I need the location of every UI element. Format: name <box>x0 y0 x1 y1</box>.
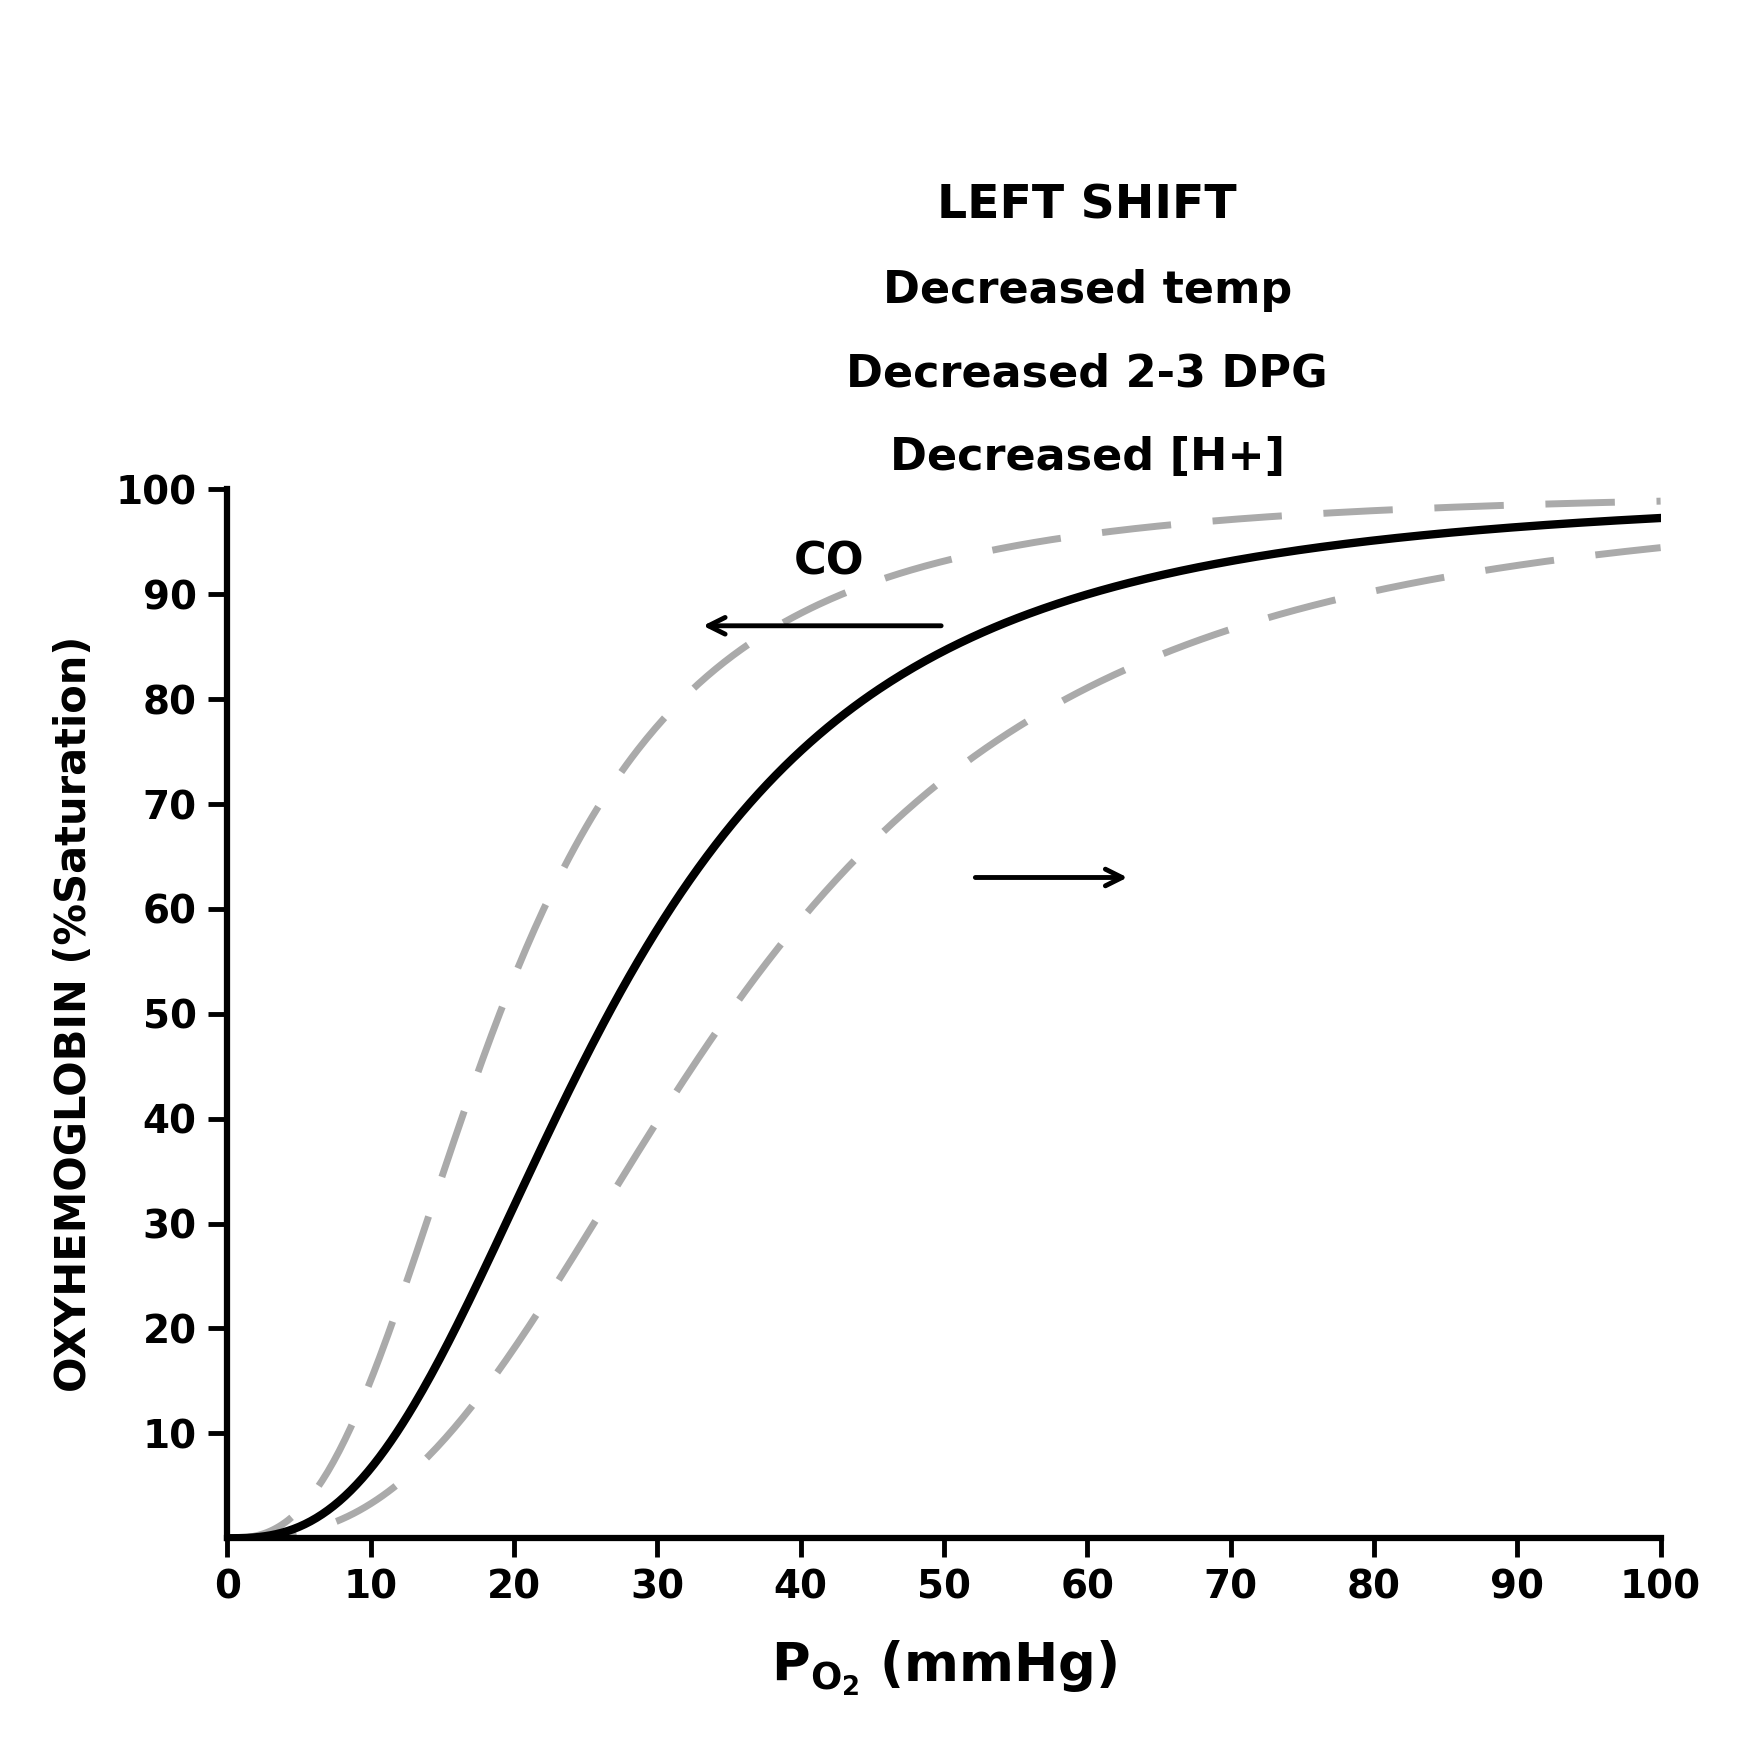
Y-axis label: OXYHEMOGLOBIN (%Saturation): OXYHEMOGLOBIN (%Saturation) <box>52 636 94 1391</box>
Text: CO: CO <box>794 540 865 584</box>
Text: Decreased 2-3 DPG: Decreased 2-3 DPG <box>846 353 1328 395</box>
Text: $\mathbf{P}_{\mathbf{O_2}}\ \mathbf{(mmHg)}$: $\mathbf{P}_{\mathbf{O_2}}\ \mathbf{(mmH… <box>771 1638 1117 1697</box>
Text: Decreased temp: Decreased temp <box>883 269 1292 311</box>
Text: Decreased [H+]: Decreased [H+] <box>890 437 1285 479</box>
Text: LEFT SHIFT: LEFT SHIFT <box>937 184 1238 229</box>
